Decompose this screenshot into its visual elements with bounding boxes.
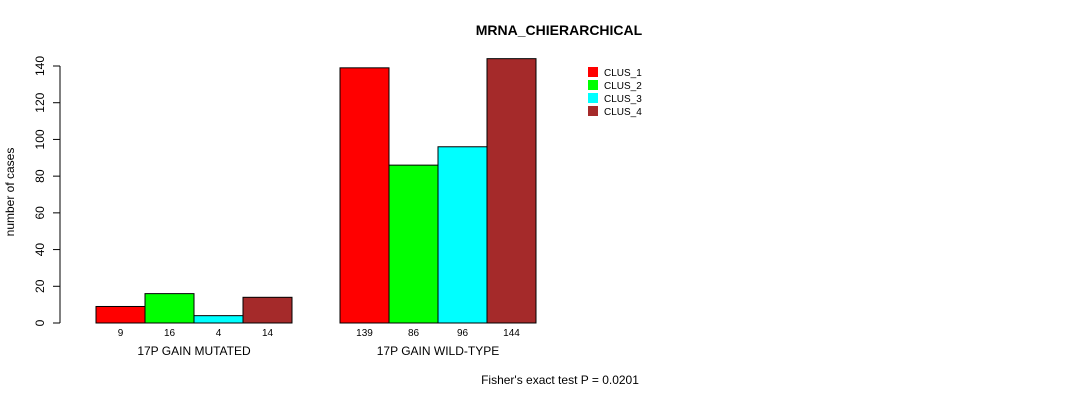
y-tick-label: 140 — [33, 56, 47, 76]
bar-value-labels: 9 16 4 14 139 86 96 144 — [118, 328, 521, 339]
group-label: 17P GAIN MUTATED — [137, 344, 251, 358]
y-tick-label: 60 — [33, 206, 47, 220]
y-axis: 0 20 40 60 80 100 120 140 — [33, 56, 61, 326]
y-tick-label: 40 — [33, 243, 47, 257]
legend-label: CLUS_4 — [604, 107, 642, 118]
y-tick-label: 80 — [33, 169, 47, 183]
bar-value-label: 14 — [262, 328, 274, 339]
legend-swatch — [588, 106, 598, 116]
bar — [486, 58, 537, 324]
bar — [193, 315, 244, 324]
chart-title: MRNA_CHIERARCHICAL — [476, 22, 643, 38]
bar — [388, 164, 439, 324]
bar-value-label: 4 — [216, 328, 222, 339]
bar — [95, 305, 146, 324]
legend-label: CLUS_2 — [604, 81, 642, 92]
y-tick-label: 20 — [33, 279, 47, 293]
bar-value-label: 144 — [503, 328, 520, 339]
bar — [242, 296, 293, 324]
bar-value-label: 96 — [457, 328, 469, 339]
bar — [437, 146, 488, 324]
y-tick-label: 120 — [33, 92, 47, 112]
fisher-test-note: Fisher's exact test P = 0.0201 — [481, 373, 639, 387]
bar-value-label: 139 — [356, 328, 373, 339]
group-labels: 17P GAIN MUTATED 17P GAIN WILD-TYPE — [137, 344, 499, 358]
y-tick-label: 0 — [33, 319, 47, 326]
legend-label: CLUS_1 — [604, 68, 642, 79]
y-axis-label: number of cases — [3, 148, 17, 237]
bars — [95, 58, 537, 324]
legend-swatch — [588, 93, 598, 103]
y-tick-label: 100 — [33, 129, 47, 149]
bar-value-label: 16 — [164, 328, 176, 339]
bar-value-label: 86 — [408, 328, 420, 339]
bar-value-label: 9 — [118, 328, 124, 339]
legend: CLUS_1 CLUS_2 CLUS_3 CLUS_4 — [588, 67, 642, 118]
group-label: 17P GAIN WILD-TYPE — [377, 344, 499, 358]
legend-swatch — [588, 67, 598, 77]
bar — [144, 293, 195, 324]
legend-label: CLUS_3 — [604, 94, 642, 105]
bar — [339, 67, 390, 324]
legend-swatch — [588, 80, 598, 90]
